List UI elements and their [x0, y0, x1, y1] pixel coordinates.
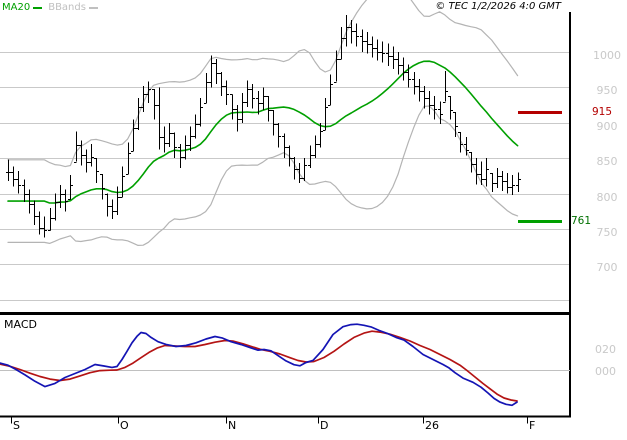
x-axis-label: D — [320, 419, 329, 432]
y-axis-label: 750 — [596, 226, 618, 239]
level-label-resistance: 915 — [592, 106, 613, 119]
x-axis-label: O — [120, 419, 129, 432]
y-axis-label: 700 — [596, 261, 618, 275]
bbands-legend-swatch — [88, 6, 98, 9]
macd-axis-label: 020 — [595, 343, 616, 357]
price-gridlines — [0, 52, 570, 301]
axes — [0, 12, 571, 424]
copyright-text: © TEC 1/2/2026 4:0 GMT — [435, 1, 561, 12]
ma20-line — [7, 60, 519, 204]
macd-axis-label: 000 — [595, 364, 616, 378]
y-axis-label: 900 — [596, 119, 618, 133]
macd-panel-label: MACD — [4, 318, 37, 331]
ma20-legend-label: MA20 — [2, 2, 31, 13]
y-axis-label: 800 — [596, 190, 618, 204]
y-axis-label: 950 — [596, 84, 618, 98]
price-bars — [6, 15, 521, 238]
x-axis-label: 26 — [425, 419, 439, 432]
level-lines — [518, 111, 562, 223]
y-axis-label: 1000 — [593, 49, 621, 62]
ma20-legend-swatch — [33, 6, 43, 9]
level-label-support: 761 — [571, 215, 592, 228]
x-axis-label: S — [13, 419, 20, 432]
bbands-legend-label: BBands — [48, 2, 86, 13]
y-axis-label: 850 — [596, 155, 618, 169]
x-axis-label: F — [529, 419, 536, 432]
indicator-legend: MA20 BBands — [2, 2, 104, 13]
macd-panel — [0, 323, 570, 407]
bollinger-bands — [7, 0, 519, 246]
x-axis-label: N — [228, 419, 237, 432]
